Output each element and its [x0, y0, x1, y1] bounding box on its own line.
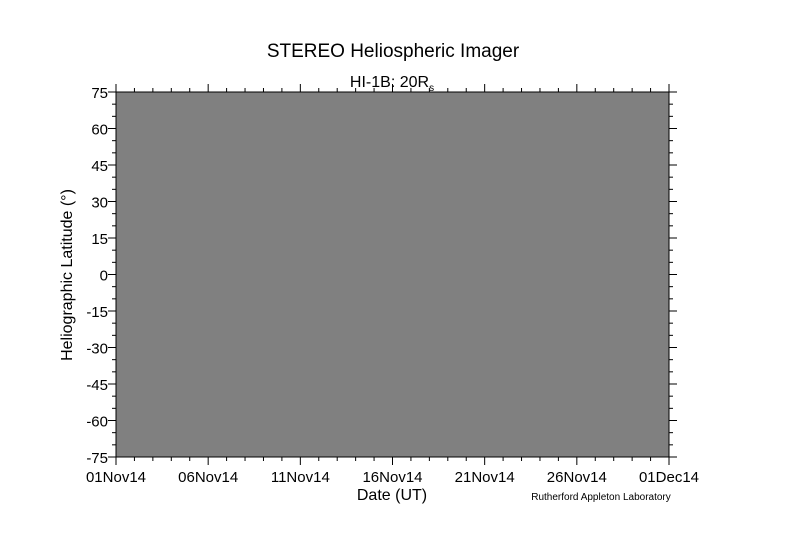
x-axis-label: Date (UT) — [357, 487, 427, 504]
y-tick-label: -75 — [86, 450, 108, 467]
y-tick-label: -60 — [86, 414, 108, 431]
y-tick-label: -45 — [86, 377, 108, 394]
x-tick-label: 01Nov14 — [86, 469, 146, 486]
x-tick-label: 26Nov14 — [547, 469, 607, 486]
y-tick-label: 75 — [91, 85, 108, 102]
y-tick-label: -30 — [86, 341, 108, 358]
y-tick-label: 30 — [91, 195, 108, 212]
x-tick-label: 21Nov14 — [455, 469, 515, 486]
chart-title: STEREO Heliospheric Imager — [267, 41, 520, 62]
x-tick-label: 11Nov14 — [271, 469, 330, 486]
credit-text: Rutherford Appleton Laboratory — [531, 492, 671, 503]
y-tick-label: 0 — [100, 268, 108, 285]
y-axis-label: Heliographic Latitude (°) — [59, 189, 76, 361]
chart-subtitle: HI-1B: 20Rs — [350, 74, 434, 94]
x-tick-label: 01Dec14 — [639, 469, 699, 486]
y-tick-label: -15 — [86, 304, 108, 321]
y-tick-label: 15 — [91, 231, 108, 248]
x-tick-label: 16Nov14 — [362, 469, 422, 486]
plot-area — [115, 91, 670, 458]
y-tick-label: 45 — [91, 158, 108, 175]
x-tick-label: 06Nov14 — [178, 469, 238, 486]
y-tick-label: 60 — [91, 122, 108, 139]
